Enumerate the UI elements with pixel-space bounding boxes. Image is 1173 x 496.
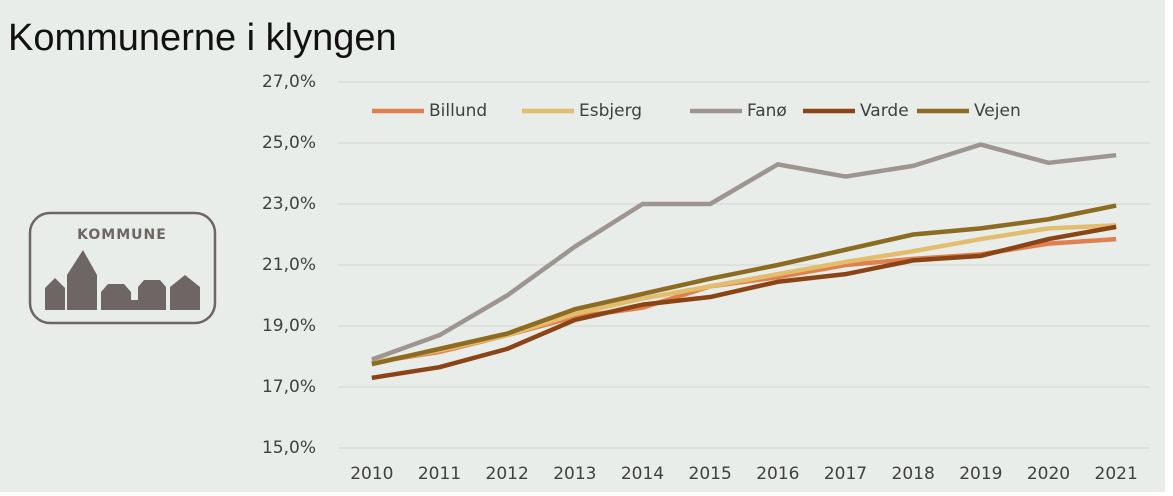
- legend-label: Billund: [429, 101, 487, 121]
- y-tick-label: 25,0%: [262, 133, 316, 153]
- x-tick-label: 2012: [486, 464, 529, 484]
- x-tick-label: 2020: [1027, 464, 1070, 484]
- legend-label: Esbjerg: [579, 101, 642, 121]
- icon-label: KOMMUNE: [77, 227, 167, 243]
- x-tick-label: 2011: [418, 464, 461, 484]
- x-tick-label: 2013: [553, 464, 596, 484]
- y-tick-label: 15,0%: [262, 438, 316, 458]
- y-tick-label: 19,0%: [262, 316, 316, 336]
- chart-title: Kommunerne i klyngen: [8, 17, 397, 59]
- y-tick-label: 27,0%: [262, 72, 316, 92]
- x-tick-label: 2016: [756, 464, 799, 484]
- legend-label: Varde: [860, 101, 909, 121]
- y-tick-label: 17,0%: [262, 377, 316, 397]
- x-tick-label: 2015: [689, 464, 732, 484]
- x-tick-label: 2018: [892, 464, 935, 484]
- y-tick-label: 23,0%: [262, 194, 316, 214]
- series-line: [371, 224, 1117, 381]
- y-tick-label: 21,0%: [262, 255, 316, 275]
- kommune-icon: KOMMUNE: [28, 211, 217, 325]
- legend-label: Fanø: [747, 101, 787, 121]
- series-line: [371, 142, 1117, 362]
- x-tick-label: 2017: [824, 464, 867, 484]
- legend-label: Vejen: [974, 101, 1021, 121]
- x-tick-label: 2019: [959, 464, 1002, 484]
- x-tick-label: 2014: [621, 464, 664, 484]
- x-tick-label: 2010: [350, 464, 393, 484]
- series-line: [371, 203, 1117, 367]
- x-tick-label: 2021: [1095, 464, 1138, 484]
